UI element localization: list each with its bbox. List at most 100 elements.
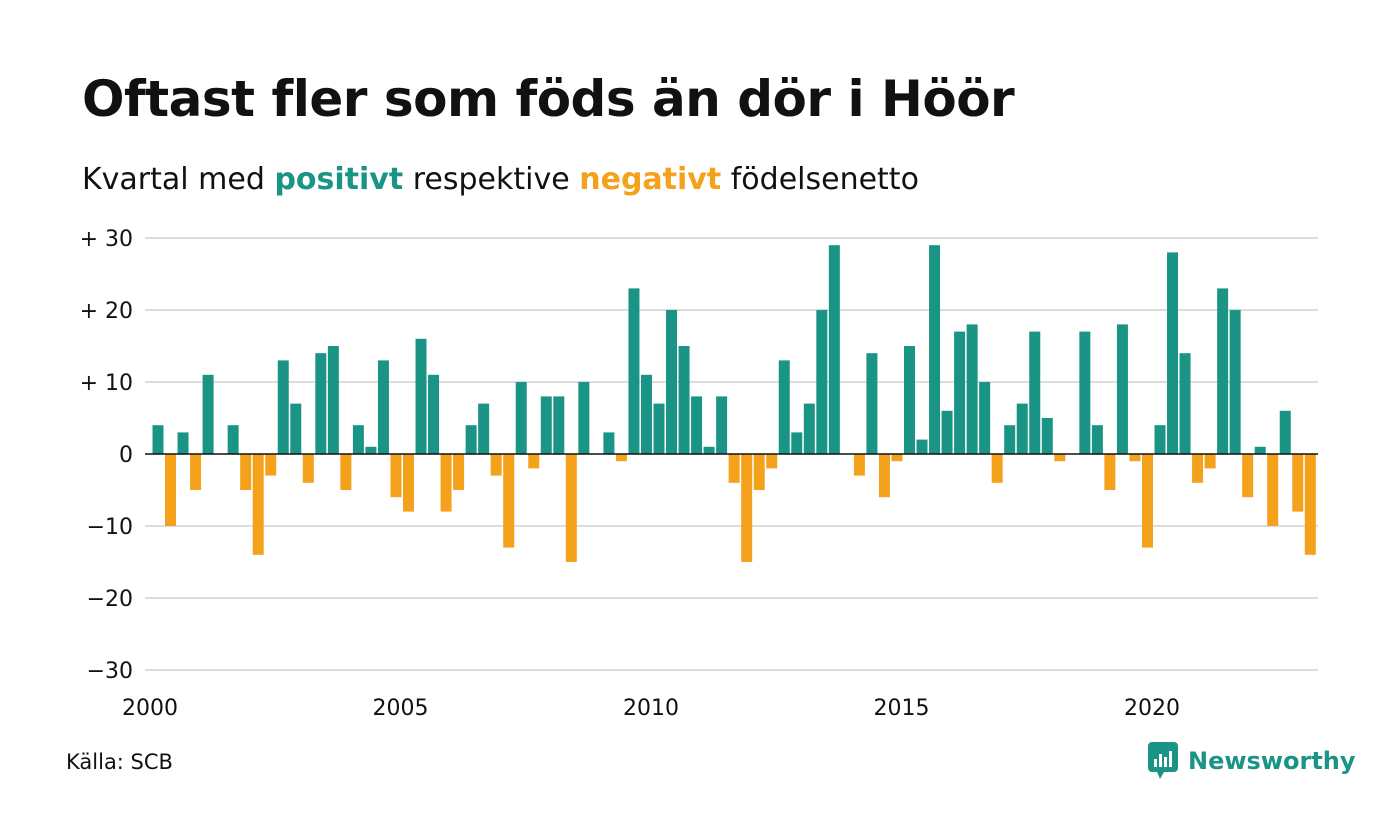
bar — [340, 454, 352, 490]
bar — [1091, 425, 1103, 454]
subtitle-prefix: Kvartal med — [82, 162, 265, 197]
bar — [878, 454, 890, 498]
bar — [578, 382, 590, 454]
bar — [1054, 454, 1066, 462]
bar — [1079, 331, 1091, 454]
bar — [1254, 446, 1266, 454]
bar — [403, 454, 414, 512]
y-tick-label: −10 — [87, 515, 133, 540]
bar — [954, 331, 966, 454]
bar — [1016, 403, 1028, 454]
x-tick-label: 2020 — [1124, 696, 1180, 721]
bar — [1267, 454, 1279, 526]
bar-chart-speech-icon — [1148, 742, 1178, 779]
bar — [265, 454, 277, 476]
bar — [853, 454, 865, 476]
bar — [1116, 324, 1128, 454]
bar — [177, 432, 189, 454]
bar — [1179, 353, 1191, 454]
bar — [766, 454, 778, 469]
bar — [653, 403, 665, 454]
y-axis-labels: + 30 + 20 + 10 0 −10 −20 −30 — [80, 227, 133, 684]
bar — [703, 446, 715, 454]
bar — [528, 454, 540, 469]
chart-subtitle: Kvartal med positivt respektive negativt… — [82, 162, 919, 197]
bar — [1167, 252, 1179, 454]
bar — [415, 338, 427, 454]
x-tick-label: 2015 — [874, 696, 930, 721]
bar — [1217, 288, 1229, 454]
bar — [716, 396, 728, 454]
bar — [453, 454, 465, 490]
bar — [691, 396, 703, 454]
bar — [728, 454, 740, 483]
subtitle-suffix: födelsenetto — [730, 162, 919, 197]
x-tick-label: 2010 — [623, 696, 679, 721]
bar — [966, 324, 978, 454]
bar — [390, 454, 402, 498]
y-tick-label: + 20 — [80, 299, 133, 324]
chart-title: Oftast fler som föds än dör i Höör — [82, 70, 1015, 128]
bar — [1304, 454, 1316, 555]
bar — [377, 360, 389, 454]
y-tick-label: + 10 — [80, 371, 133, 396]
bar — [302, 454, 314, 483]
bar — [1141, 454, 1153, 548]
bar — [290, 403, 302, 454]
x-axis-labels: 2000 2005 2010 2015 2020 — [122, 696, 1180, 721]
bar — [979, 382, 991, 454]
y-tick-label: −20 — [87, 587, 133, 612]
bar — [1004, 425, 1016, 454]
bar — [365, 446, 377, 454]
bar — [1192, 454, 1204, 483]
bar-chart: + 30+ 20+ 100−10−20−30 2000 2005 2010 2015 2… — [80, 227, 1318, 721]
bar — [615, 454, 627, 462]
bar — [666, 310, 678, 454]
bar — [503, 454, 515, 548]
bar — [202, 374, 214, 454]
bar — [941, 410, 953, 454]
bar — [1154, 425, 1166, 454]
bar — [640, 374, 652, 454]
bar — [478, 403, 490, 454]
bar — [891, 454, 903, 462]
source-note: Källa: SCB — [66, 750, 173, 774]
bar — [929, 245, 941, 454]
bar — [190, 454, 202, 490]
bar — [916, 439, 928, 454]
bar — [741, 454, 753, 562]
bar — [1229, 310, 1241, 454]
bar — [866, 353, 878, 454]
bar — [252, 454, 264, 555]
bar — [904, 346, 915, 454]
bar — [165, 454, 177, 526]
bar — [428, 374, 440, 454]
bar — [540, 396, 552, 454]
bar — [1029, 331, 1041, 454]
bar — [553, 396, 565, 454]
bar — [352, 425, 364, 454]
bar — [991, 454, 1003, 483]
bar — [628, 288, 640, 454]
bar — [816, 310, 828, 454]
bar — [803, 403, 815, 454]
y-tick-label: 0 — [119, 443, 133, 468]
bar — [490, 454, 502, 476]
bar — [1104, 454, 1116, 490]
bar — [1279, 410, 1291, 454]
brand-logo[interactable]: Newsworthy — [1148, 742, 1356, 780]
bar — [603, 432, 615, 454]
bars — [152, 245, 1316, 562]
subtitle-middle: respektive — [412, 162, 570, 197]
bar — [778, 360, 790, 454]
bar — [240, 454, 252, 490]
bar — [515, 382, 527, 454]
bar — [1242, 454, 1254, 498]
bar — [327, 346, 339, 454]
bar — [828, 245, 840, 454]
brand-name: Newsworthy — [1188, 747, 1356, 775]
subtitle-positive-word: positivt — [274, 162, 404, 197]
bar — [315, 353, 327, 454]
subtitle-negative-word: negativt — [579, 162, 722, 197]
bar — [678, 346, 690, 454]
